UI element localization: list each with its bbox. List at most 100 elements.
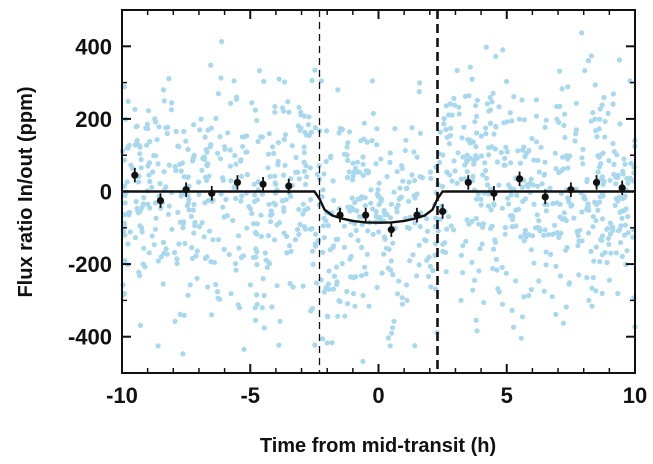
raw-data-point — [352, 303, 358, 309]
raw-data-point — [602, 249, 608, 256]
raw-data-point — [623, 206, 629, 212]
raw-data-point — [509, 224, 515, 230]
raw-data-point — [579, 155, 585, 161]
raw-data-point — [479, 241, 485, 247]
raw-data-point — [252, 317, 259, 323]
raw-data-point — [136, 142, 142, 149]
raw-data-point — [402, 147, 408, 154]
raw-data-point — [267, 173, 273, 180]
raw-data-point — [158, 254, 164, 260]
raw-data-point — [617, 240, 624, 246]
raw-data-point — [238, 254, 244, 261]
raw-data-point — [396, 278, 402, 284]
raw-data-point — [477, 246, 483, 252]
raw-data-point — [182, 240, 188, 247]
raw-data-point — [534, 212, 540, 218]
raw-data-point — [156, 124, 162, 130]
raw-data-point — [484, 182, 491, 188]
raw-data-point — [324, 340, 330, 346]
model-curve — [122, 190, 635, 224]
raw-data-point — [341, 223, 347, 229]
raw-data-point — [581, 195, 587, 201]
raw-data-point — [302, 226, 308, 232]
raw-data-point — [192, 222, 198, 229]
raw-data-point — [273, 181, 279, 187]
x-tick-label: 0 — [372, 383, 384, 408]
raw-data-point — [388, 201, 394, 207]
raw-data-point — [584, 275, 590, 281]
raw-data-point — [426, 254, 432, 260]
raw-data-point — [565, 165, 571, 171]
raw-data-point — [601, 94, 607, 101]
raw-data-point — [543, 208, 549, 214]
raw-data-point — [617, 209, 623, 215]
raw-data-point — [259, 191, 265, 197]
y-tick-label: -400 — [68, 325, 112, 350]
raw-data-point — [385, 335, 391, 341]
raw-data-point — [510, 324, 517, 330]
raw-data-point — [445, 214, 452, 220]
raw-data-point — [362, 203, 368, 209]
raw-data-point — [483, 131, 489, 137]
x-tick-label: 10 — [623, 383, 647, 408]
raw-data-point — [411, 149, 417, 155]
raw-data-point — [624, 175, 630, 181]
raw-data-point — [447, 172, 453, 178]
raw-data-point — [345, 157, 351, 163]
raw-data-point — [374, 126, 380, 132]
raw-data-point — [347, 208, 353, 214]
raw-data-point — [177, 311, 183, 317]
raw-data-point — [205, 284, 211, 290]
raw-data-point — [169, 226, 175, 232]
raw-data-point — [437, 159, 443, 166]
raw-data-point — [478, 202, 484, 208]
raw-data-point — [275, 158, 281, 165]
raw-data-point — [509, 307, 515, 313]
raw-data-point — [228, 178, 234, 184]
raw-data-point — [125, 241, 131, 247]
raw-data-point — [391, 318, 397, 324]
raw-data-point — [589, 285, 595, 291]
raw-data-point — [196, 224, 202, 230]
raw-data-point — [172, 164, 178, 170]
raw-data-point — [593, 244, 599, 250]
raw-data-point — [584, 176, 590, 183]
raw-data-point — [550, 201, 556, 207]
raw-data-point — [387, 150, 393, 156]
raw-data-point — [515, 148, 521, 154]
raw-data-point — [506, 201, 512, 207]
raw-data-point — [134, 137, 140, 143]
raw-data-point — [389, 325, 396, 331]
raw-data-point — [582, 68, 588, 74]
raw-data-point — [520, 198, 526, 204]
raw-data-point — [345, 301, 351, 307]
raw-data-point — [387, 343, 393, 349]
raw-data-point — [488, 207, 494, 213]
raw-data-point — [444, 134, 450, 140]
raw-data-point — [536, 218, 542, 224]
raw-data-point — [455, 150, 461, 156]
raw-data-point — [470, 139, 476, 145]
raw-data-point — [499, 264, 505, 270]
raw-data-point — [259, 134, 265, 140]
raw-data-point — [475, 191, 481, 197]
raw-data-point — [178, 168, 184, 174]
raw-data-point — [145, 108, 151, 114]
raw-data-point — [238, 157, 244, 163]
raw-data-point — [136, 269, 142, 275]
raw-data-point — [404, 224, 410, 231]
raw-data-point — [355, 237, 361, 244]
raw-data-point — [316, 163, 322, 169]
raw-data-point — [206, 228, 213, 234]
raw-data-point — [344, 152, 350, 158]
raw-data-point — [597, 106, 603, 112]
raw-data-point — [610, 101, 616, 107]
raw-data-point — [254, 261, 260, 268]
raw-data-point — [428, 175, 434, 182]
raw-data-point — [410, 252, 416, 258]
raw-data-point — [526, 292, 532, 299]
raw-data-point — [209, 312, 215, 318]
raw-data-point — [258, 212, 264, 218]
raw-data-point — [487, 107, 493, 113]
raw-data-point — [387, 159, 393, 165]
